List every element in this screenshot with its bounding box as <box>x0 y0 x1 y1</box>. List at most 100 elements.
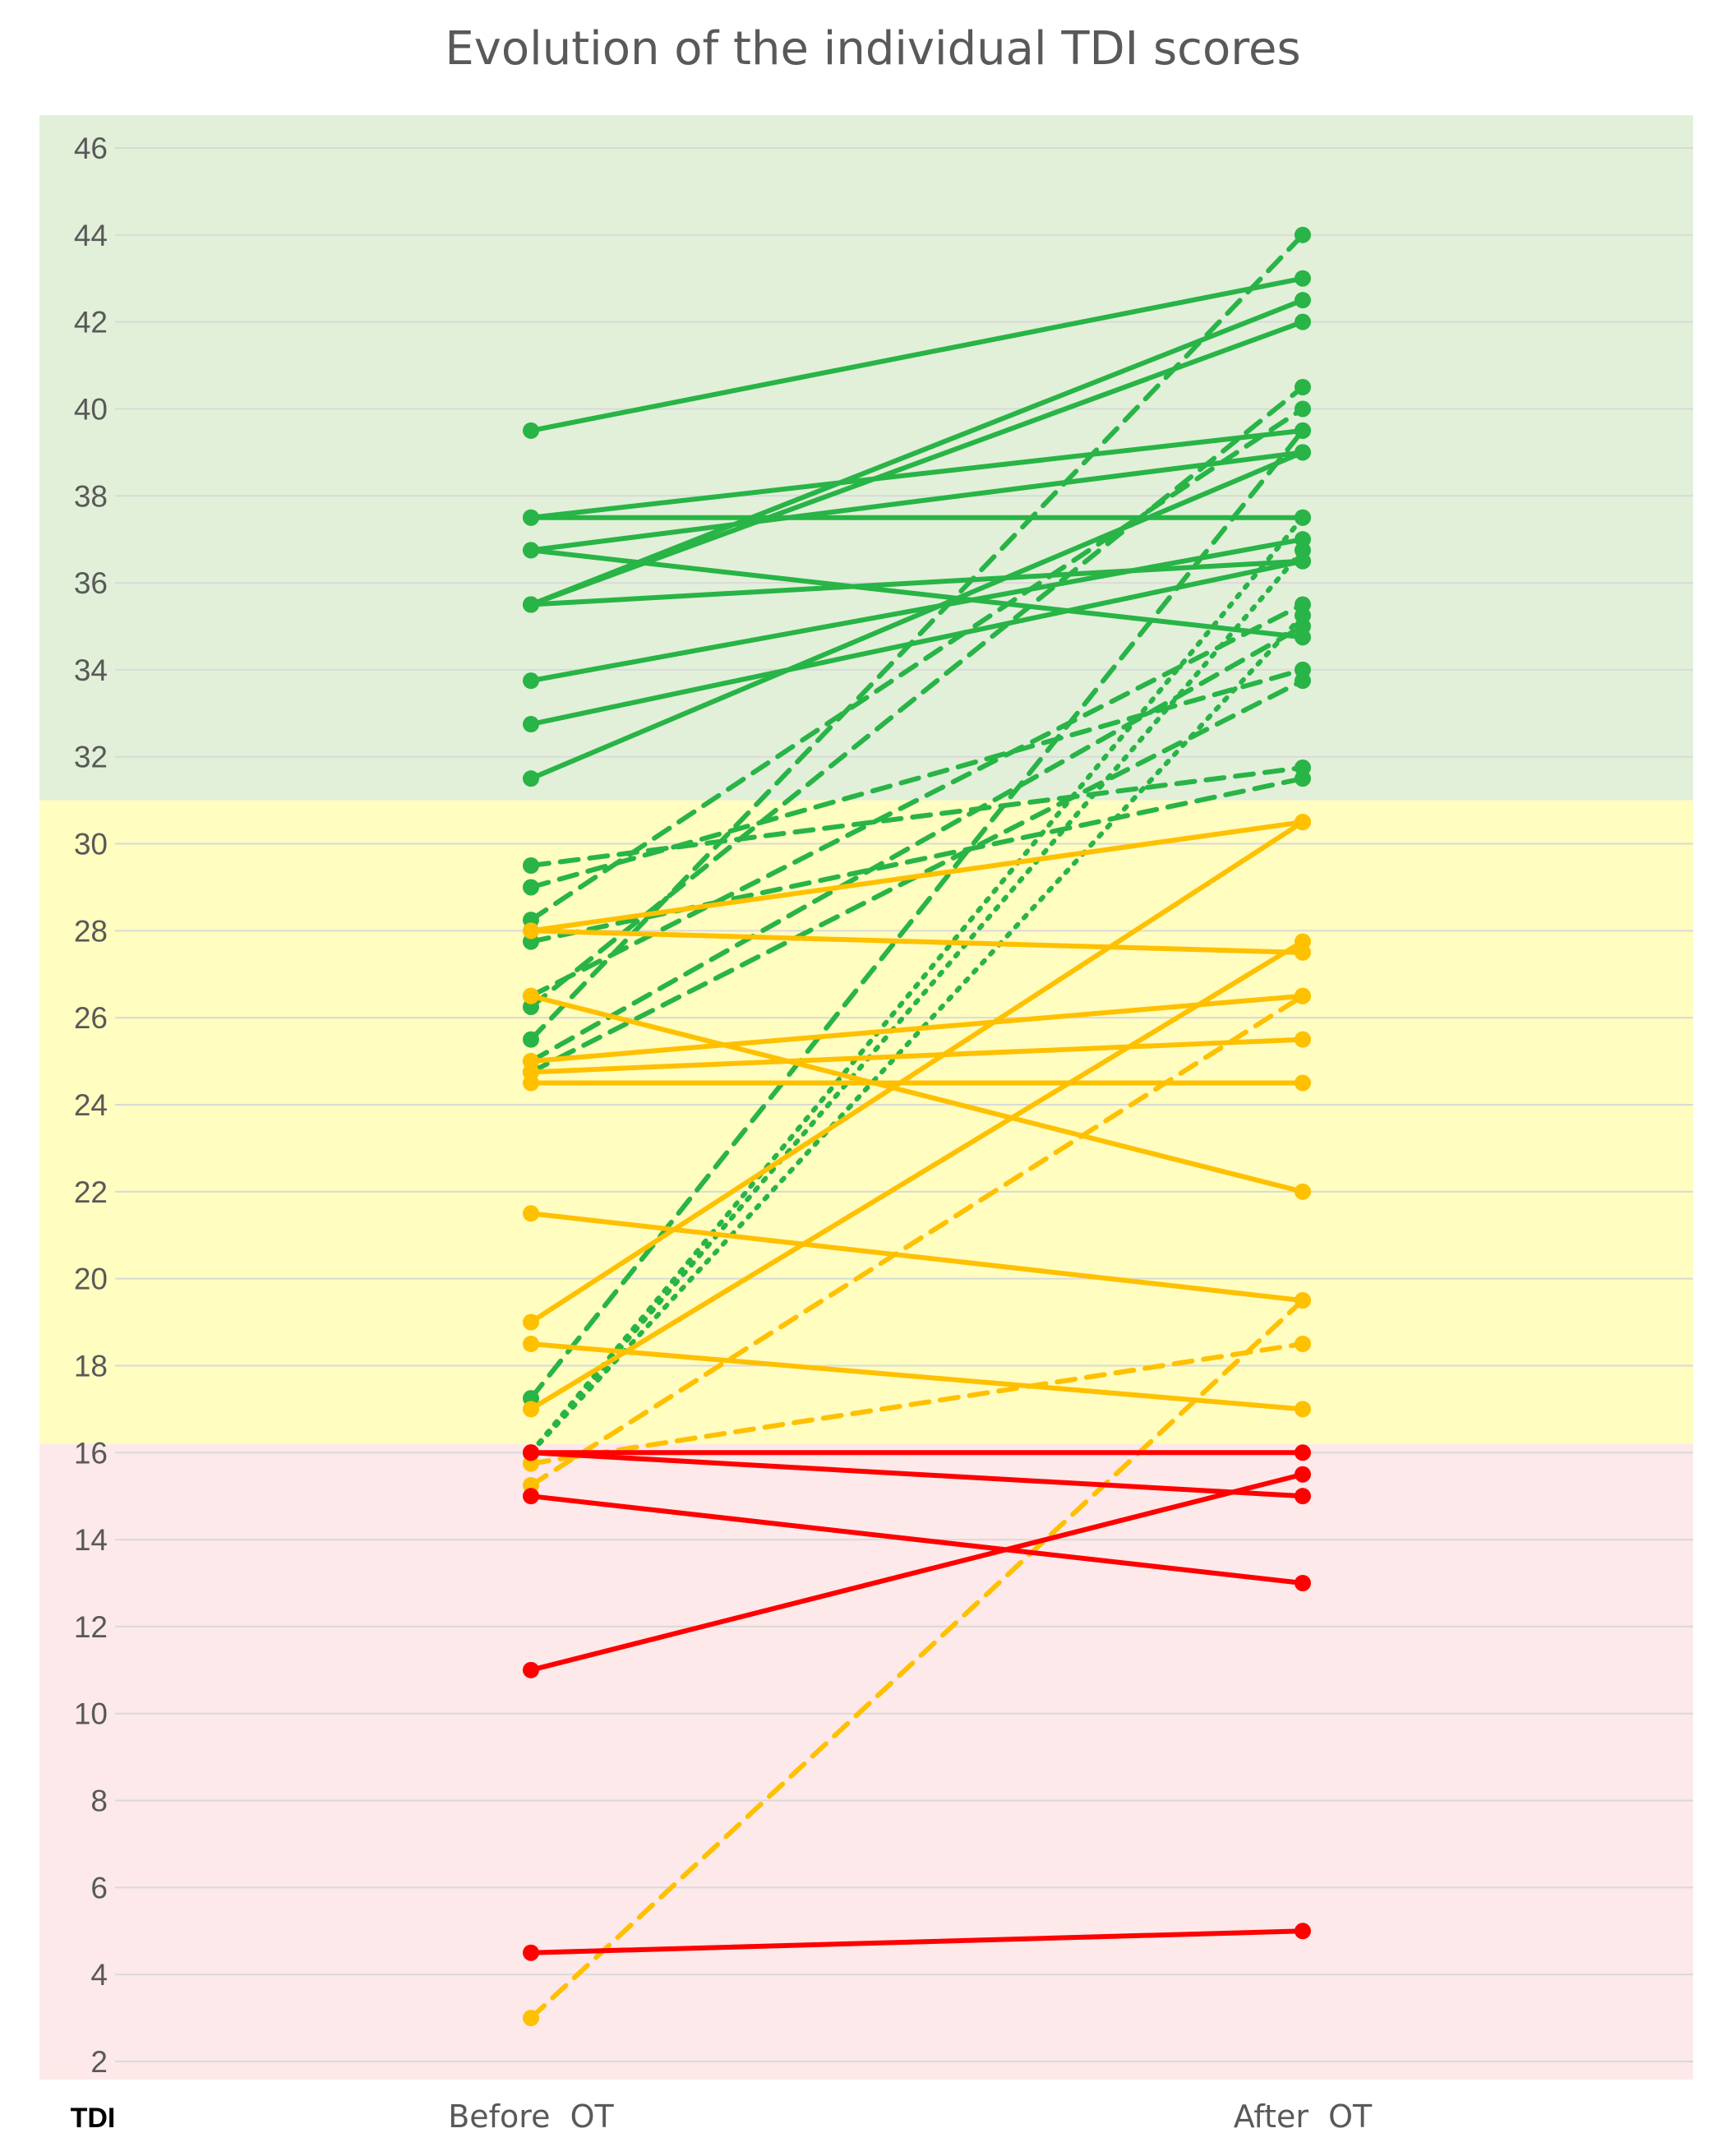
y-tick-label: 40 <box>74 392 108 426</box>
data-point-after <box>1294 607 1311 624</box>
data-point-before <box>523 542 539 559</box>
chart-title: Evolution of the individual TDI scores <box>445 22 1300 76</box>
series-line <box>528 547 1305 1456</box>
series-line <box>528 612 1305 1456</box>
data-point-before <box>523 987 539 1004</box>
series-line <box>528 993 1305 1064</box>
data-point-after <box>1294 1074 1311 1092</box>
data-point-before <box>523 672 539 690</box>
series-line <box>528 819 1305 1325</box>
data-point-after <box>1294 1466 1311 1483</box>
series <box>523 1074 1311 1092</box>
data-point-before <box>523 1401 539 1418</box>
data-point-before <box>523 1205 539 1222</box>
series-line <box>528 298 1305 607</box>
y-tick-label: 36 <box>74 566 108 600</box>
series-line <box>528 450 1305 553</box>
data-point-after <box>1294 770 1311 787</box>
series <box>523 1444 1311 1505</box>
data-point-before <box>523 1944 539 1961</box>
data-point-before <box>523 716 539 733</box>
series <box>523 1336 1311 1418</box>
y-tick-label: 38 <box>74 479 108 513</box>
data-point-after <box>1294 1292 1311 1309</box>
y-tick-labels: 2468101214161820222426283032343638404244… <box>74 132 108 2079</box>
x-category-labels: Before OT After OT <box>448 2098 1373 2135</box>
series-line <box>528 819 1305 934</box>
y-tick-label: 10 <box>74 1697 108 1731</box>
series-line <box>528 1341 1305 1466</box>
y-tick-label: 18 <box>74 1349 108 1383</box>
zone-bands <box>39 115 1693 2080</box>
data-point-before <box>523 1031 539 1048</box>
data-point-after <box>1294 672 1311 690</box>
series-line <box>528 928 1305 955</box>
data-point-after <box>1294 292 1311 309</box>
y-tick-label: 16 <box>74 1436 108 1470</box>
y-axis-label: TDI <box>71 2103 116 2134</box>
y-tick-label: 20 <box>74 1263 108 1296</box>
series-line <box>528 993 1305 1488</box>
y-tick-label: 32 <box>74 741 108 774</box>
series-line <box>528 515 1305 1456</box>
data-point-after <box>1294 814 1311 831</box>
data-point-after <box>1294 444 1311 461</box>
y-tick-label: 46 <box>74 132 108 165</box>
x-category-label: Before OT <box>448 2098 614 2135</box>
series <box>523 1466 1311 1678</box>
zone-band <box>39 800 1693 1444</box>
series <box>523 270 1311 439</box>
y-tick-label: 22 <box>74 1175 108 1209</box>
y-tick-label: 26 <box>74 1001 108 1035</box>
data-point-after <box>1294 400 1311 418</box>
series-line <box>528 232 1305 1042</box>
series-line <box>528 1036 1305 1075</box>
data-point-before <box>523 857 539 874</box>
y-tick-label: 6 <box>90 1871 108 1904</box>
data-point-before <box>523 922 539 939</box>
data-point-after <box>1294 509 1311 526</box>
zone-band <box>39 1443 1693 2080</box>
series-line <box>528 667 1305 890</box>
series <box>523 987 1311 1200</box>
data-point-after <box>1294 270 1311 287</box>
series-line <box>528 1450 1305 1499</box>
data-point-after <box>1294 1575 1311 1591</box>
y-tick-label: 24 <box>74 1088 108 1122</box>
data-point-before <box>523 1444 539 1461</box>
data-point-after <box>1294 1488 1311 1505</box>
series <box>523 814 1311 1331</box>
data-point-before <box>523 1336 539 1352</box>
zone-band <box>39 115 1693 801</box>
data-point-after <box>1294 313 1311 330</box>
data-point-after <box>1294 542 1311 559</box>
data-point-after <box>1294 1183 1311 1200</box>
data-point-before <box>523 422 539 439</box>
data-point-before <box>523 596 539 613</box>
series-line <box>528 547 1305 640</box>
y-tick-label: 44 <box>74 219 108 252</box>
y-tick-label: 34 <box>74 653 108 687</box>
series <box>523 444 1311 787</box>
y-tick-label: 28 <box>74 914 108 948</box>
series-line <box>528 406 1305 923</box>
series-lines <box>523 226 1311 2027</box>
y-tick-label: 8 <box>90 1784 108 1818</box>
data-point-after <box>1294 1923 1311 1940</box>
series <box>523 1923 1311 1961</box>
series-line <box>528 1341 1305 1412</box>
data-point-after <box>1294 422 1311 439</box>
series-line <box>528 1494 1305 1586</box>
series-line <box>528 1471 1305 1673</box>
series-line <box>528 1928 1305 1955</box>
y-tick-label: 4 <box>90 1958 108 1992</box>
data-point-after <box>1294 379 1311 395</box>
data-point-after <box>1294 987 1311 1004</box>
data-point-after <box>1294 226 1311 243</box>
series <box>523 933 1311 1418</box>
series <box>523 1292 1311 2027</box>
data-point-before <box>523 879 539 896</box>
data-point-before <box>523 1488 539 1505</box>
